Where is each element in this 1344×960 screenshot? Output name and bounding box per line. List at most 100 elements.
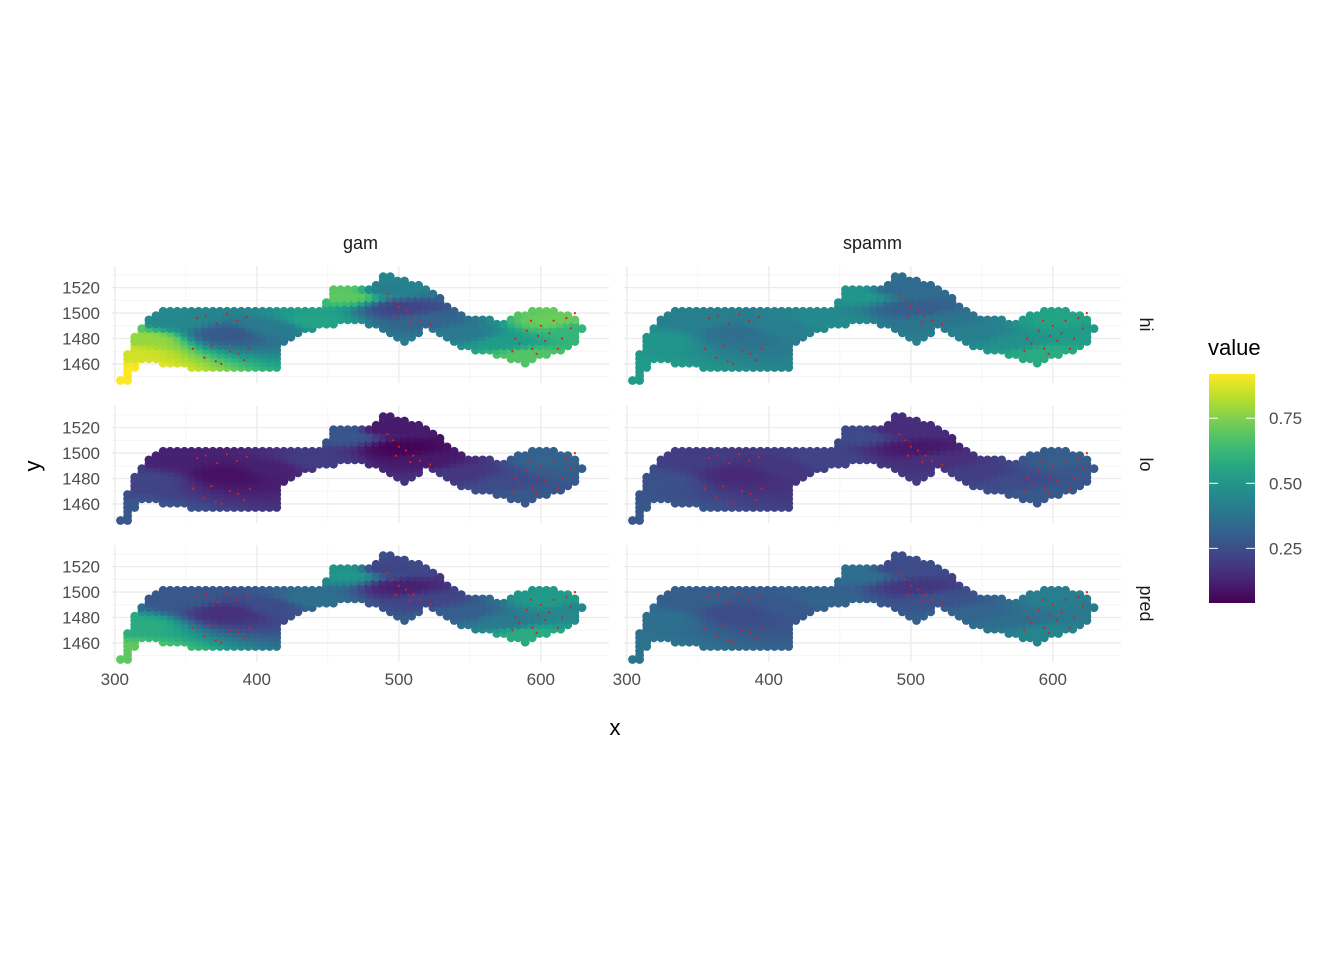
field-point (307, 585, 317, 595)
field-point (1011, 459, 1021, 469)
field-point (1018, 455, 1028, 465)
field-point (976, 594, 985, 604)
field-point (798, 585, 808, 595)
field-point (251, 446, 260, 456)
field-point (656, 455, 666, 465)
field-point (919, 559, 928, 569)
field-point (556, 451, 566, 460)
field-point (656, 315, 666, 325)
y-tick-label: 1520 (62, 558, 100, 577)
field-point (428, 568, 438, 578)
observation-point (747, 459, 751, 462)
field-point (741, 585, 751, 595)
observation-point (556, 347, 560, 350)
field-point (1054, 585, 1063, 595)
observation-point (404, 309, 407, 312)
observation-point (740, 350, 744, 353)
field-point (720, 446, 730, 456)
field-point (130, 611, 140, 621)
field-point (677, 306, 687, 316)
observation-point (1051, 464, 1054, 467)
observation-point (569, 606, 572, 609)
observation-point (755, 359, 758, 362)
observation-point (1037, 608, 1040, 612)
field-point (165, 306, 175, 316)
field-point (798, 446, 808, 456)
observation-point (722, 485, 725, 488)
field-point (158, 446, 168, 456)
observation-point (1068, 626, 1071, 629)
x-axes: 300 400 500 600 300 400 500 600 (101, 670, 1067, 689)
field-point (151, 590, 161, 599)
field-point (642, 611, 652, 621)
observation-point (536, 613, 540, 617)
field-point (990, 455, 999, 465)
field-point (201, 306, 211, 316)
field-point (1089, 603, 1099, 612)
observation-point (404, 588, 407, 591)
field-point (300, 306, 310, 316)
x-tick-label: 400 (243, 670, 271, 689)
observation-point (1064, 319, 1067, 322)
field-point (869, 564, 879, 574)
field-point (628, 376, 637, 385)
field-point (983, 315, 992, 325)
observation-point (760, 487, 763, 490)
observation-point (525, 608, 528, 612)
field-point (229, 306, 239, 316)
facet-row-label: lo (1136, 457, 1156, 471)
observation-point (1037, 329, 1040, 332)
observation-point (419, 319, 422, 322)
field-point (642, 472, 652, 482)
x-tick-label: 400 (755, 670, 783, 689)
field-point (876, 425, 886, 435)
legend-tick-label: 0.75 (1269, 409, 1302, 428)
x-tick-label: 300 (101, 670, 129, 689)
field-point (400, 276, 409, 286)
field-point (307, 446, 317, 456)
field-point (940, 289, 950, 299)
field-point (670, 306, 680, 316)
observation-point (536, 334, 540, 337)
field-point (834, 577, 843, 586)
field-point (968, 590, 978, 599)
field-point (720, 585, 730, 595)
field-point (748, 306, 758, 316)
panel-spamm-pred (624, 545, 1121, 664)
field-point (151, 451, 161, 460)
field-point (116, 516, 125, 525)
field-point (663, 590, 673, 599)
field-point (926, 559, 936, 569)
legend-colorbar (1209, 374, 1255, 603)
observation-point (243, 359, 246, 362)
observation-point (220, 362, 223, 365)
field-point (940, 429, 950, 439)
field-point (329, 285, 338, 295)
legend-title: value (1208, 335, 1261, 360)
observation-point (1026, 337, 1029, 340)
field-point (706, 446, 715, 456)
field-point (947, 433, 957, 443)
field-point (393, 276, 402, 286)
field-point (912, 276, 921, 286)
field-point (513, 451, 523, 460)
observation-point (248, 626, 251, 629)
observation-point (191, 626, 194, 629)
observation-points (191, 432, 577, 505)
field-point (919, 420, 928, 430)
field-point (699, 306, 708, 316)
observation-point (214, 360, 217, 363)
field-point (1004, 319, 1014, 329)
observation-point (722, 624, 725, 627)
observation-point (561, 337, 564, 340)
field-point (286, 306, 296, 316)
observation-point (573, 452, 577, 455)
observation-point (1043, 347, 1046, 350)
observation-point (1077, 457, 1080, 460)
field-point (713, 446, 723, 456)
field-point (997, 455, 1007, 465)
observation-point (923, 314, 927, 317)
field-point (677, 446, 687, 456)
field-point (144, 594, 154, 604)
field-point (527, 585, 537, 595)
